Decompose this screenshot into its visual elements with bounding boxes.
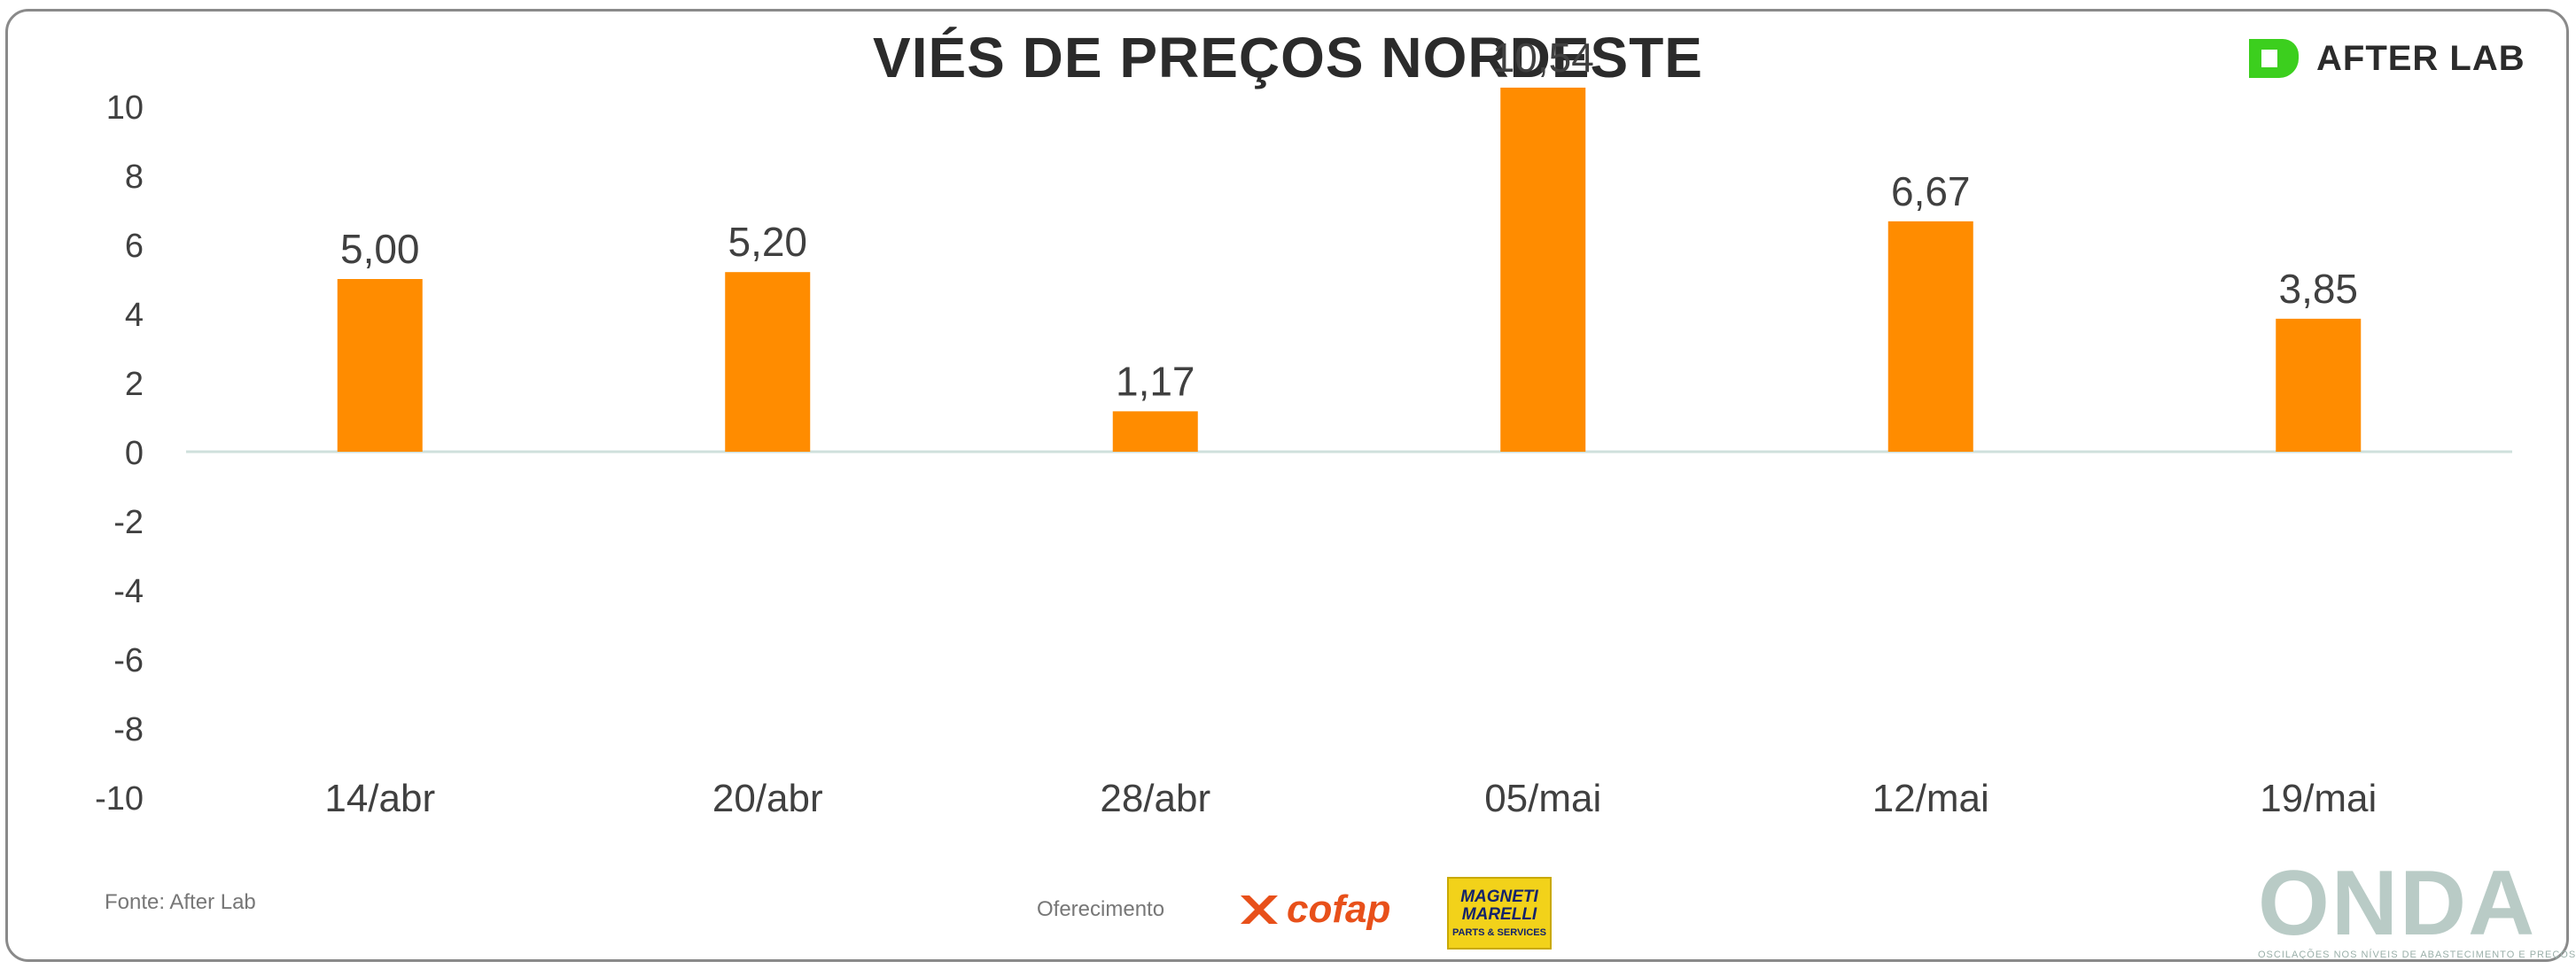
y-tick-label: 4 (125, 297, 144, 334)
cofap-logo: cofap (1237, 888, 1390, 932)
brand-name: AFTER LAB (2316, 38, 2525, 78)
y-tick-label: -6 (113, 642, 144, 679)
brand-leaf-icon (2249, 39, 2299, 78)
magneti-marelli-logo: MAGNETI MARELLI PARTS & SERVICES (1447, 877, 1552, 950)
x-tick-label: 19/mai (2260, 777, 2377, 820)
bar (1887, 221, 1973, 452)
marelli-subtitle: PARTS & SERVICES (1452, 927, 1546, 938)
x-tick-label: 12/mai (1872, 777, 1989, 820)
y-tick-label: -8 (113, 711, 144, 748)
x-tick-label: 14/abr (324, 777, 435, 820)
cofap-x-icon (1241, 895, 1278, 924)
data-label: 5,00 (340, 226, 420, 272)
data-label: 3,85 (2278, 266, 2358, 312)
onda-tagline: OSCILAÇÕES NOS NÍVEIS DE ABASTECIMENTO E… (2258, 950, 2576, 960)
cofap-name: cofap (1287, 888, 1391, 931)
brand-logo: AFTER LAB (2242, 34, 2525, 83)
data-label: 6,67 (1891, 168, 1971, 214)
y-tick-label: -2 (113, 504, 144, 541)
onda-logo: ONDA OSCILAÇÕES NOS NÍVEIS DE ABASTECIME… (2258, 852, 2576, 960)
chart-frame (5, 9, 2569, 962)
source-note: Fonte: After Lab (105, 890, 256, 914)
y-tick-label: 8 (125, 159, 144, 196)
x-tick-label: 05/mai (1484, 777, 1601, 820)
value-labels: 5,00 5,20 1,17 10,54 6,67 3,85 (340, 35, 2358, 404)
onda-name: ONDA (2258, 852, 2537, 955)
y-tick-label: -10 (95, 780, 144, 818)
x-tick-label: 28/abr (1100, 777, 1210, 820)
y-tick-label: 10 (106, 89, 144, 127)
y-tick-label: 6 (125, 228, 144, 265)
bar (1112, 411, 1198, 452)
sponsor-label: Oferecimento (1037, 897, 1165, 921)
bar (725, 272, 811, 452)
x-tick-label: 20/abr (712, 777, 823, 820)
x-axis: 14/abr 20/abr 28/abr 05/mai 12/mai 19/mai (324, 777, 2377, 820)
bar-series (337, 87, 2362, 452)
y-tick-label: 2 (125, 366, 144, 403)
y-tick-label: -4 (113, 573, 144, 610)
bar (2276, 318, 2362, 452)
page-title: VIÉS DE PREÇOS NORDESTE (873, 26, 1703, 89)
marelli-name: MAGNETI MARELLI (1460, 888, 1538, 924)
data-label: 1,17 (1116, 358, 1195, 404)
data-label: 10,54 (1492, 35, 1594, 81)
y-axis: 10 8 6 4 2 0 -2 -4 -6 -8 -10 (95, 89, 144, 818)
y-tick-label: 0 (125, 435, 144, 472)
data-label: 5,20 (728, 219, 807, 265)
bar (1500, 87, 1586, 452)
bar (337, 279, 423, 452)
